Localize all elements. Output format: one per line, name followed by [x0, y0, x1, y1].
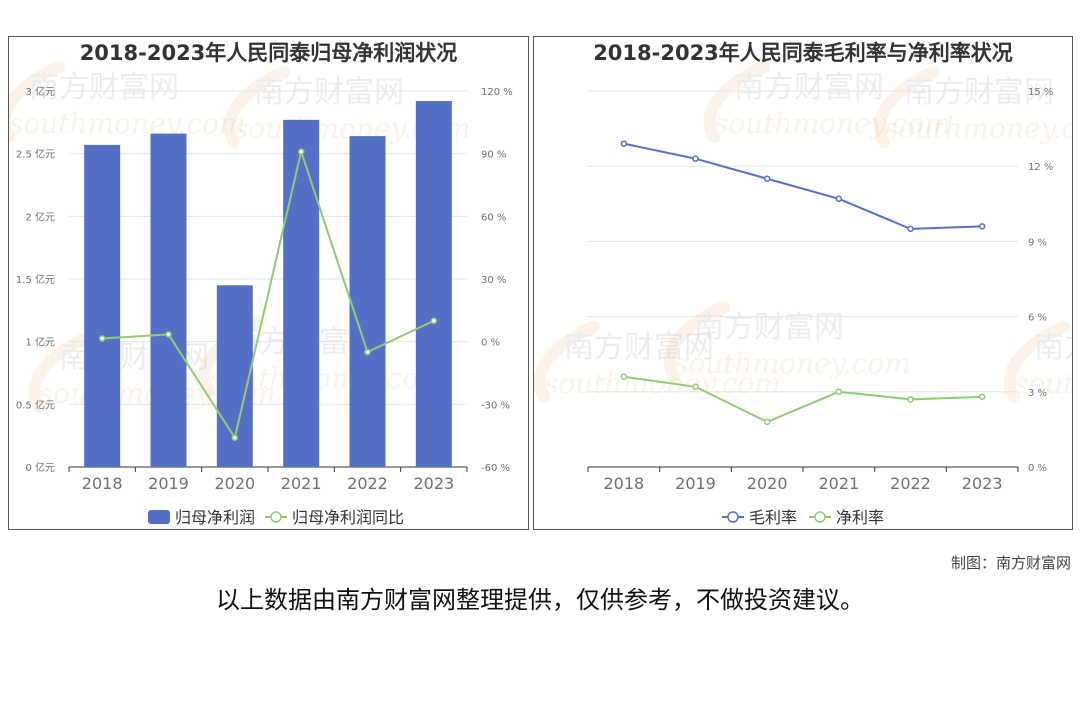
x-tick-label: 2019 [675, 474, 716, 493]
legend-swatch-marker [814, 511, 826, 523]
net-profit-chart: 南方财富网southmoney.com南方财富网southmoney.com南方… [9, 41, 513, 527]
data-point [620, 373, 628, 381]
y-right-tick-label: -30 % [481, 400, 510, 411]
disclaimer-text: 以上数据由南方财富网整理提供，仅供参考，不做投资建议。 [216, 586, 864, 614]
legend-label: 净利率 [836, 508, 884, 527]
legend-swatch-bar [148, 510, 170, 524]
x-tick-label: 2018 [82, 474, 123, 493]
y-left-tick-label: 2.5 亿元 [16, 148, 55, 161]
data-point [763, 418, 771, 426]
series-line-gross-margin [623, 142, 983, 230]
watermark-cn: 南方财富网 [904, 75, 1054, 110]
data-point [978, 223, 986, 230]
watermark-swoosh [663, 301, 730, 383]
data-point [297, 148, 305, 155]
watermark-cn: 南方财富网 [734, 70, 884, 105]
data-point [978, 393, 986, 401]
watermark-en: southmoney.com [884, 112, 1072, 145]
bar [415, 101, 452, 467]
net-profit-chart-panel: 南方财富网 southmoney.com 南方财富网 southmoney.com 南方… [8, 36, 529, 530]
y-right-tick-label: 3 % [1028, 388, 1047, 399]
y-right-tick-label: 30 % [481, 275, 506, 286]
bar [283, 119, 320, 468]
x-tick-label: 2020 [214, 474, 255, 493]
x-tick-label: 2019 [148, 474, 189, 493]
legend-label: 归母净利润 [175, 508, 255, 527]
watermark-cn: 南方财富网 [29, 70, 179, 105]
x-tick-label: 2021 [281, 474, 322, 493]
y-right-tick-label: 9 % [1028, 237, 1047, 248]
margin-chart: 南方财富网southmoney.com南方财富网southmoney.com南方… [534, 41, 1072, 527]
x-tick-label: 2022 [347, 474, 388, 493]
watermark-en: southmoney.com [9, 107, 246, 140]
y-left-tick-label: 0 亿元 [25, 461, 55, 474]
data-point [620, 140, 628, 147]
y-right-tick-label: 0 % [481, 338, 500, 349]
margin-chart-panel: 南方财富网southmoney.com南方财富网southmoney.com南方… [533, 36, 1073, 530]
data-point [835, 195, 843, 203]
watermark-cn: 南方财富网 [254, 75, 404, 110]
legend-swatch-marker [727, 511, 739, 523]
bar [349, 136, 386, 467]
chart-title: 2018-2023年人民同泰归母净利润状况 [80, 41, 458, 65]
chart-credit: 制图：南方财富网 [950, 554, 1071, 572]
y-right-tick-label: 0 % [1028, 463, 1047, 474]
legend-label: 毛利率 [749, 508, 797, 527]
series-line-yoy [102, 147, 435, 441]
y-right-tick-label: 60 % [481, 212, 506, 223]
x-tick-label: 2022 [890, 474, 931, 493]
watermark-cn: 南方财富网 [1034, 330, 1072, 365]
x-tick-label: 2023 [962, 474, 1003, 493]
y-right-tick-label: 12 % [1028, 162, 1053, 173]
y-left-tick-label: 1 亿元 [25, 336, 55, 349]
y-right-tick-label: -60 % [481, 463, 510, 474]
watermark-en: southmoney.com [544, 367, 781, 400]
y-left-tick-label: 3 亿元 [25, 85, 55, 98]
bar [84, 144, 121, 467]
watermark-swoosh [534, 321, 600, 403]
x-tick-label: 2018 [603, 474, 644, 493]
watermark-en: southmoney.com [714, 107, 951, 140]
legend-label: 归母净利润同比 [292, 508, 404, 527]
bar [150, 133, 187, 467]
data-point [165, 331, 172, 338]
y-left-tick-label: 0.5 亿元 [16, 398, 55, 411]
data-point [692, 155, 699, 162]
data-point [430, 317, 438, 325]
watermark-swoosh [28, 331, 95, 413]
y-right-tick-label: 15 % [1028, 87, 1053, 98]
watermark-swoosh [223, 66, 290, 148]
y-right-tick-label: 6 % [1028, 313, 1047, 324]
legend-swatch-marker [270, 511, 282, 523]
watermark-swoosh [9, 61, 65, 143]
data-point [98, 335, 106, 342]
chart-title: 2018-2023年人民同泰毛利率与净利率状况 [593, 41, 1013, 65]
data-point [907, 396, 914, 403]
x-tick-label: 2023 [413, 474, 454, 493]
y-left-tick-label: 2 亿元 [25, 210, 55, 223]
data-point [692, 383, 699, 391]
data-point [231, 434, 239, 442]
watermark-swoosh [873, 66, 940, 148]
watermark-cn: 南方财富网 [564, 330, 714, 365]
watermark-en: southmoney.com [674, 347, 911, 380]
x-tick-label: 2020 [747, 474, 788, 493]
y-left-tick-label: 1.5 亿元 [16, 273, 55, 286]
data-point [835, 388, 843, 396]
watermark-swoosh [1003, 321, 1070, 403]
x-tick-label: 2021 [818, 474, 859, 493]
data-point [364, 348, 371, 356]
series-line-net-margin [623, 375, 983, 423]
watermark-en: southmoney.com [1014, 367, 1072, 400]
y-right-tick-label: 90 % [481, 150, 506, 161]
data-point [763, 175, 771, 182]
data-point [907, 225, 914, 233]
watermark-cn: 南方财富网 [694, 310, 844, 345]
y-right-tick-label: 120 % [481, 87, 513, 98]
